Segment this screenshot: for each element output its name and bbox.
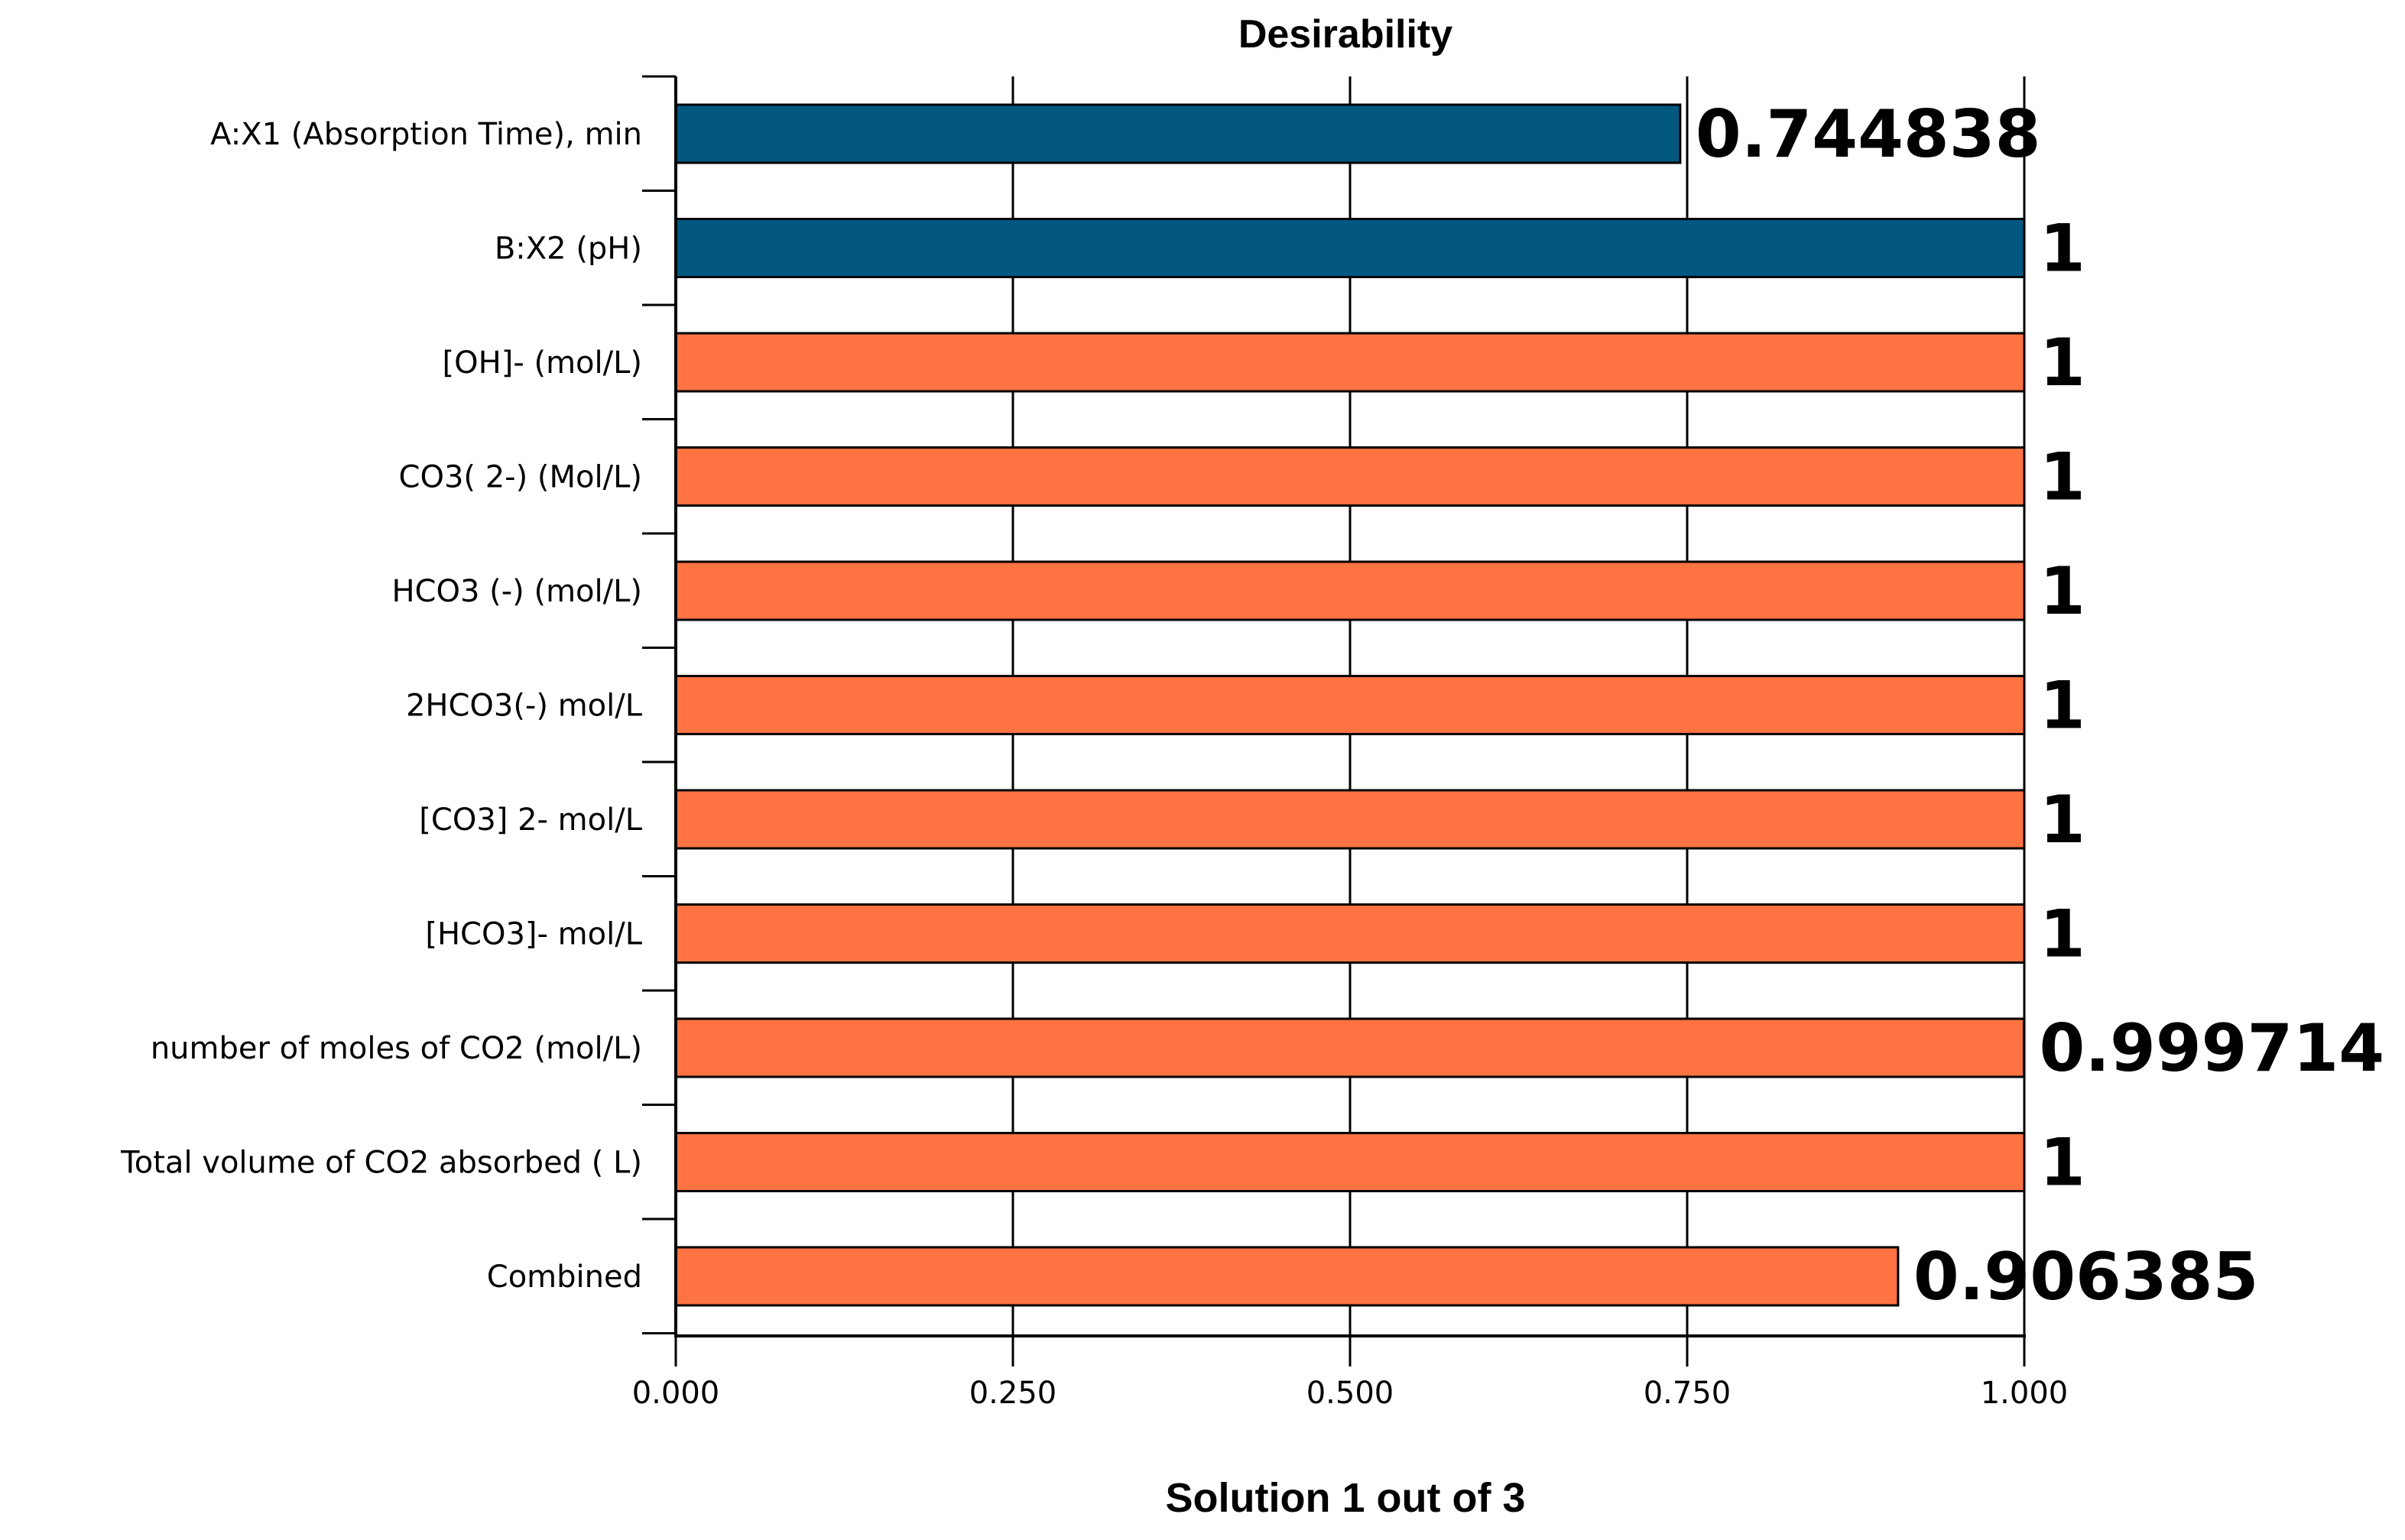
x-tick-label-1: 0.250 <box>969 1376 1057 1411</box>
bars <box>674 103 2026 1307</box>
value-label-9: 1 <box>2040 1125 2085 1201</box>
bar-0 <box>674 103 1682 164</box>
bar-3 <box>674 446 2026 507</box>
value-label-10: 0.906385 <box>1913 1239 2259 1315</box>
category-label-3: CO3( 2-) (Mol/L) <box>399 460 642 495</box>
bar-4 <box>674 560 2026 621</box>
bar-2 <box>674 332 2026 393</box>
value-label-7: 1 <box>2040 896 2085 973</box>
bar-5 <box>674 675 2026 735</box>
value-label-2: 1 <box>2040 325 2085 401</box>
bar-7 <box>674 903 2026 964</box>
category-label-8: number of moles of CO2 (mol/L) <box>151 1031 642 1066</box>
x-tick-label-2: 0.500 <box>1306 1376 1394 1411</box>
value-label-8: 0.999714 <box>2039 1010 2384 1087</box>
category-label-6: [CO3] 2- mol/L <box>419 802 642 838</box>
x-tick-label-0: 0.000 <box>632 1376 720 1411</box>
category-label-1: B:X2 (pH) <box>495 232 642 267</box>
value-label-0: 0.744838 <box>1696 96 2041 173</box>
chart-caption: Solution 1 out of 3 <box>1166 1475 1526 1521</box>
category-label-0: A:X1 (Absorption Time), min <box>210 117 642 152</box>
axes <box>642 75 2026 1367</box>
value-label-6: 1 <box>2040 782 2085 858</box>
category-label-4: HCO3 (-) (mol/L) <box>391 574 642 609</box>
x-tick-label-4: 1.000 <box>1981 1376 2069 1411</box>
category-label-2: [OH]- (mol/L) <box>443 345 642 381</box>
x-tick-label-3: 0.750 <box>1644 1376 1732 1411</box>
bar-1 <box>674 218 2026 278</box>
category-label-5: 2HCO3(-) mol/L <box>406 689 643 724</box>
category-label-9: Total volume of CO2 absorbed ( L) <box>120 1146 642 1181</box>
category-label-7: [HCO3]- mol/L <box>425 917 642 952</box>
bar-8 <box>674 1017 2025 1078</box>
chart-title: Desirability <box>1238 12 1452 57</box>
category-label-10: Combined <box>487 1260 642 1295</box>
value-label-1: 1 <box>2040 211 2085 287</box>
value-label-3: 1 <box>2040 439 2085 516</box>
value-label-4: 1 <box>2040 553 2085 630</box>
bar-9 <box>674 1132 2026 1192</box>
value-label-5: 1 <box>2040 668 2085 744</box>
bar-10 <box>674 1246 1900 1307</box>
bar-6 <box>674 789 2026 850</box>
labels: 0.000 0.250 0.500 0.750 1.000 A:X1 (Absorptio… <box>120 96 2384 1411</box>
